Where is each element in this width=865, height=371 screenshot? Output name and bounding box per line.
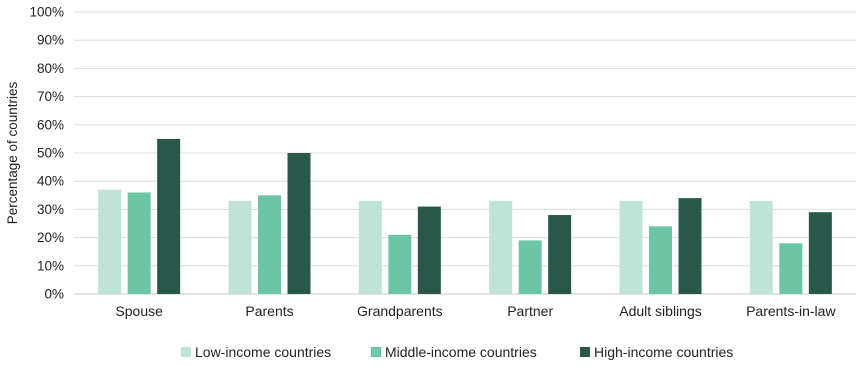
x-category-label: Spouse	[115, 303, 163, 319]
bar-spouse-high-income-countries	[157, 138, 181, 294]
legend-label: Middle-income countries	[385, 344, 537, 360]
y-axis-title: Percentage of countries	[5, 81, 20, 224]
y-tick-label: 70%	[37, 89, 64, 104]
bar-grandparents-middle-income-countries	[388, 234, 412, 294]
y-tick-label: 40%	[37, 174, 64, 189]
bar-parents-middle-income-countries	[258, 195, 281, 294]
y-tick-label: 10%	[37, 258, 64, 273]
x-category-label: Parents-in-law	[746, 303, 836, 319]
bar-parents-in-law-low-income-countries	[749, 200, 773, 294]
y-axis-ticks: 0% 10% 20% 30% 40% 50% 60% 70% 80% 90% 100%	[29, 5, 64, 302]
bar-parents-in-law-high-income-countries	[808, 212, 832, 294]
bar-parents-in-law-middle-income-countries	[779, 243, 803, 294]
bar-adult-siblings-high-income-countries	[678, 198, 702, 294]
y-tick-label: 50%	[37, 146, 64, 161]
bar-grandparents-low-income-countries	[358, 200, 382, 294]
bar-spouse-low-income-countries	[98, 189, 122, 294]
legend: Low-income countries Middle-income countr…	[181, 344, 733, 360]
y-tick-label: 60%	[37, 117, 64, 132]
bar-grandparents-high-income-countries	[417, 206, 441, 294]
y-tick-label: 0%	[44, 287, 64, 302]
bars	[98, 138, 832, 294]
y-tick-label: 80%	[37, 61, 64, 76]
legend-swatch	[371, 347, 381, 357]
x-category-label: Grandparents	[357, 303, 443, 319]
y-tick-label: 100%	[29, 5, 64, 20]
bar-parents-low-income-countries	[228, 200, 252, 294]
legend-swatch	[181, 347, 191, 357]
y-tick-label: 20%	[37, 230, 64, 245]
y-tick-label: 30%	[37, 202, 64, 217]
legend-swatch	[580, 347, 590, 357]
x-category-label: Parents	[245, 303, 293, 319]
bar-parents-high-income-countries	[287, 153, 311, 294]
y-tick-label: 90%	[37, 33, 64, 48]
bar-adult-siblings-low-income-countries	[619, 200, 643, 294]
bar-partner-low-income-countries	[489, 200, 513, 294]
gridlines	[74, 11, 856, 295]
legend-label: Low-income countries	[195, 344, 331, 360]
x-category-label: Adult siblings	[619, 303, 702, 319]
bar-adult-siblings-middle-income-countries	[649, 226, 672, 294]
legend-label: High-income countries	[594, 344, 733, 360]
x-category-label: Partner	[507, 303, 553, 319]
bar-spouse-middle-income-countries	[127, 192, 151, 294]
bar-partner-high-income-countries	[548, 215, 572, 294]
x-axis-categories: Spouse Parents Grandparents Partner Adult si…	[115, 303, 836, 319]
bar-partner-middle-income-countries	[518, 240, 542, 294]
